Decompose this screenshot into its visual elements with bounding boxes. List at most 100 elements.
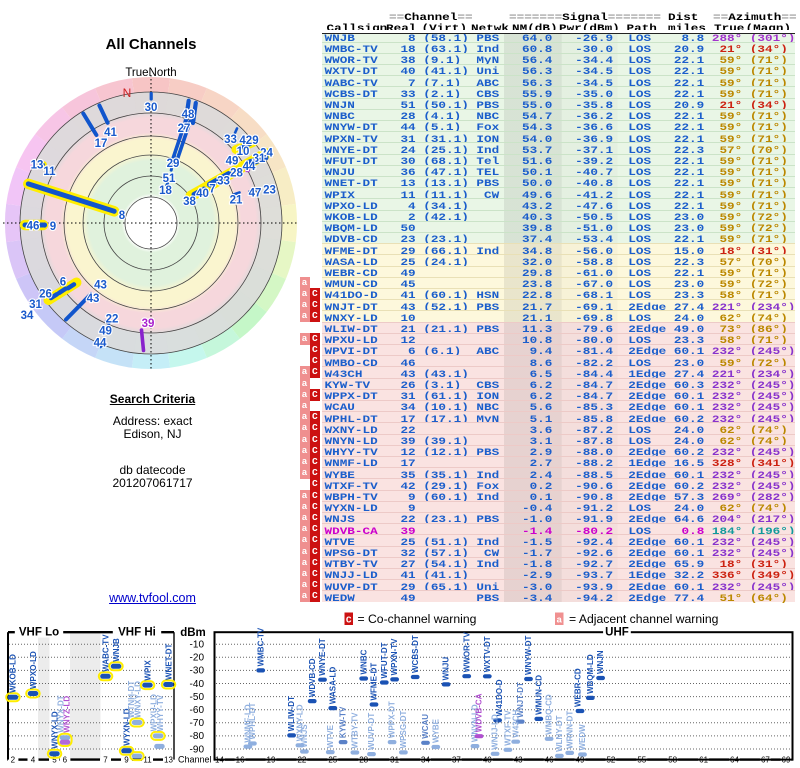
svg-text:9: 9 bbox=[124, 755, 129, 764]
svg-text:23: 23 bbox=[263, 185, 276, 197]
svg-text:WNJT-DT: WNJT-DT bbox=[516, 682, 525, 718]
svg-text:18: 18 bbox=[159, 185, 172, 197]
svg-text:49: 49 bbox=[99, 326, 112, 338]
svg-text:41: 41 bbox=[104, 127, 117, 139]
svg-text:31: 31 bbox=[29, 299, 42, 311]
svg-text:WNMF-LD: WNMF-LD bbox=[244, 704, 253, 742]
svg-text:-60: -60 bbox=[190, 705, 205, 716]
svg-text:WNJS: WNJS bbox=[300, 724, 309, 748]
svg-text:WEBR-CD: WEBR-CD bbox=[574, 668, 583, 707]
svg-text:WYXN-LD: WYXN-LD bbox=[122, 708, 131, 746]
svg-text:6: 6 bbox=[63, 755, 68, 764]
svg-text:8: 8 bbox=[119, 210, 126, 222]
svg-text:WPXN-TV: WPXN-TV bbox=[390, 638, 399, 676]
svg-text:33: 33 bbox=[224, 134, 237, 146]
svg-text:WNYW-DT: WNYW-DT bbox=[524, 636, 533, 675]
svg-text:WNYX-LD: WNYX-LD bbox=[50, 711, 59, 749]
svg-text:58: 58 bbox=[668, 755, 677, 764]
svg-text:11: 11 bbox=[43, 166, 56, 178]
svg-text:WPIX: WPIX bbox=[143, 659, 152, 680]
svg-text:WNJJ-LD: WNJJ-LD bbox=[491, 714, 500, 750]
svg-text:-10: -10 bbox=[190, 640, 205, 651]
svg-text:44: 44 bbox=[94, 338, 107, 350]
svg-text:WNYX-DT: WNYX-DT bbox=[56, 695, 65, 732]
svg-text:WDVB-CA: WDVB-CA bbox=[475, 693, 484, 732]
svg-text:WNYN-LD: WNYN-LD bbox=[471, 704, 480, 742]
svg-text:-30: -30 bbox=[190, 666, 205, 677]
svg-text:WNBC: WNBC bbox=[359, 649, 368, 674]
svg-text:-50: -50 bbox=[190, 692, 205, 703]
svg-text:22: 22 bbox=[297, 755, 306, 764]
svg-text:6: 6 bbox=[60, 277, 66, 289]
svg-text:WLIW-DT: WLIW-DT bbox=[287, 696, 296, 731]
svg-text:29: 29 bbox=[167, 158, 180, 170]
svg-text:51: 51 bbox=[163, 173, 176, 185]
svg-text:13: 13 bbox=[164, 755, 173, 764]
svg-text:48: 48 bbox=[182, 109, 195, 121]
svg-text:40: 40 bbox=[196, 188, 209, 200]
svg-text:40: 40 bbox=[483, 755, 492, 764]
svg-text:a: a bbox=[556, 615, 562, 626]
svg-text:WUVP-DT: WUVP-DT bbox=[367, 713, 376, 750]
svg-text:KYW-TV: KYW-TV bbox=[339, 706, 348, 738]
svg-text:52: 52 bbox=[606, 755, 615, 764]
svg-text:11: 11 bbox=[143, 755, 152, 764]
svg-text:67: 67 bbox=[761, 755, 770, 764]
svg-text:WKOB-LD: WKOB-LD bbox=[9, 654, 18, 693]
svg-text:WABC-TV: WABC-TV bbox=[101, 634, 110, 672]
svg-text:WNJN: WNJN bbox=[596, 650, 605, 674]
svg-text:WDVB-CD: WDVB-CD bbox=[308, 658, 317, 697]
svg-text:27: 27 bbox=[178, 123, 191, 135]
svg-text:33: 33 bbox=[217, 176, 230, 188]
svg-text:WTNH-DT: WTNH-DT bbox=[127, 681, 136, 718]
svg-text:WLNY-DT: WLNY-DT bbox=[555, 715, 564, 752]
svg-text:22: 22 bbox=[106, 314, 119, 326]
svg-text:21: 21 bbox=[230, 195, 243, 207]
svg-text:-70: -70 bbox=[190, 718, 205, 729]
svg-text:69: 69 bbox=[782, 755, 791, 764]
svg-text:WFUT-DT: WFUT-DT bbox=[380, 642, 389, 678]
svg-text:46: 46 bbox=[27, 221, 40, 233]
svg-text:WMBQ-CD: WMBQ-CD bbox=[545, 694, 554, 735]
svg-text:WNET-DT: WNET-DT bbox=[164, 643, 173, 680]
svg-text:WNYZ-LD: WNYZ-LD bbox=[62, 696, 71, 733]
svg-text:WWOR-TV: WWOR-TV bbox=[462, 632, 471, 673]
svg-text:2: 2 bbox=[11, 755, 16, 764]
svg-text:-20: -20 bbox=[190, 653, 205, 664]
svg-text:WCBS-DT: WCBS-DT bbox=[411, 635, 420, 673]
svg-text:WPPX-DT: WPPX-DT bbox=[388, 701, 397, 738]
svg-text:WPSG-DT: WPSG-DT bbox=[399, 711, 408, 749]
svg-text:WHYY-TV: WHYY-TV bbox=[156, 694, 165, 731]
svg-text:49: 49 bbox=[226, 156, 239, 168]
svg-text:61: 61 bbox=[699, 755, 708, 764]
svg-text:Channel: Channel bbox=[178, 755, 212, 765]
svg-text:WRNN-DT: WRNN-DT bbox=[565, 711, 574, 749]
svg-text:14: 14 bbox=[215, 755, 224, 764]
svg-text:-40: -40 bbox=[190, 679, 205, 690]
svg-text:55: 55 bbox=[637, 755, 646, 764]
svg-text:17: 17 bbox=[95, 138, 108, 150]
svg-text:WPXO-LD: WPXO-LD bbox=[29, 651, 38, 689]
svg-text:VHF Lo: VHF Lo bbox=[19, 627, 59, 639]
svg-text:WXTV-DT: WXTV-DT bbox=[483, 636, 492, 672]
svg-text:30: 30 bbox=[145, 102, 158, 114]
svg-text:-80: -80 bbox=[190, 731, 205, 742]
svg-text:31: 31 bbox=[253, 153, 266, 165]
svg-text:10: 10 bbox=[237, 146, 250, 158]
svg-text:WASA-LD: WASA-LD bbox=[328, 667, 337, 705]
svg-text:WPXU-LD: WPXU-LD bbox=[150, 694, 159, 732]
svg-text:47: 47 bbox=[249, 188, 262, 200]
svg-text:43: 43 bbox=[87, 293, 100, 305]
svg-text:5: 5 bbox=[52, 755, 57, 764]
svg-text:4: 4 bbox=[31, 755, 36, 764]
svg-text:44: 44 bbox=[243, 161, 256, 173]
svg-text:WTBY-TV: WTBY-TV bbox=[351, 712, 360, 749]
svg-text:WXNY-LD: WXNY-LD bbox=[296, 704, 305, 741]
svg-text:WNJB: WNJB bbox=[112, 638, 121, 662]
svg-text:-90: -90 bbox=[190, 744, 205, 755]
svg-text:43: 43 bbox=[514, 755, 523, 764]
svg-text:W41DO-D: W41DO-D bbox=[495, 679, 504, 716]
svg-text:43: 43 bbox=[94, 280, 107, 292]
svg-text:19: 19 bbox=[267, 755, 276, 764]
svg-text:64: 64 bbox=[730, 755, 739, 764]
